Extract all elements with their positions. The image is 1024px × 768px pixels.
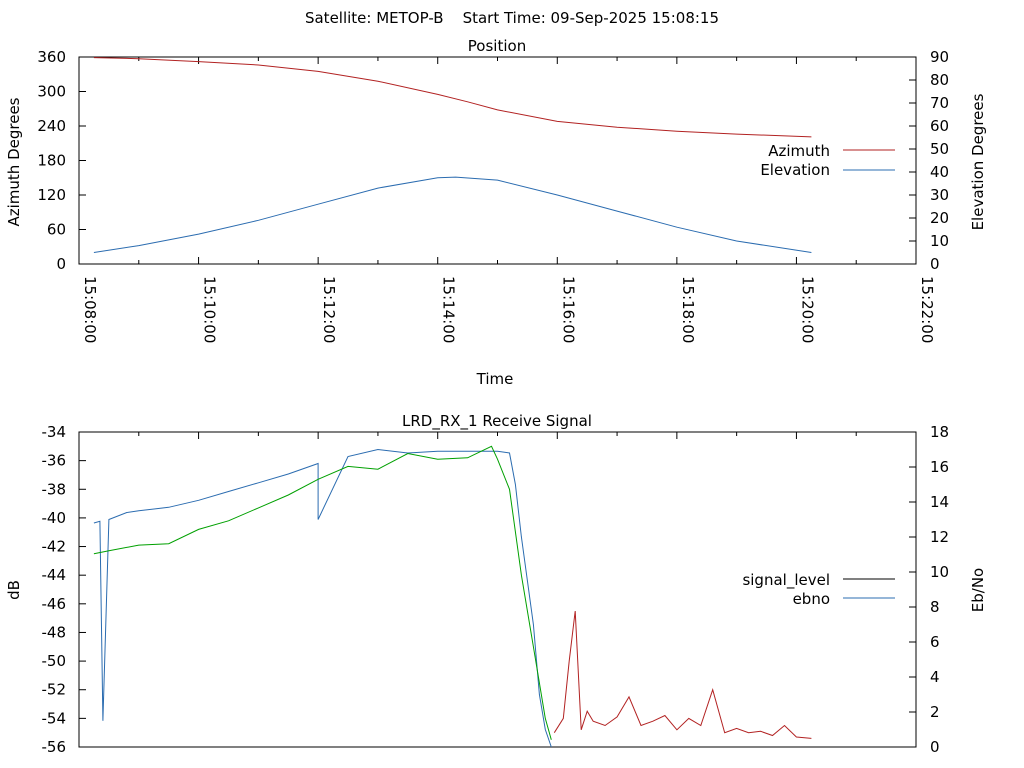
- position-y2-axis-label: Elevation Degrees: [969, 93, 987, 230]
- green-series-line: [93, 445, 552, 740]
- position-y-tick-label: 120: [37, 186, 66, 204]
- position-x-tick-label: 15:22:00: [918, 276, 936, 343]
- signal-y-tick-label: -54: [42, 709, 67, 727]
- position-y2-tick-label: 50: [930, 140, 949, 158]
- signal-y-axis-label: dB: [5, 580, 23, 600]
- position-x-axis-label: Time: [476, 370, 514, 388]
- position-y-tick-label: 360: [37, 48, 66, 66]
- legend-label-elevation: Elevation: [760, 161, 830, 179]
- position-y-tick-label: 300: [37, 83, 66, 101]
- satellite-header-title: Satellite: METOP-B Start Time: 09-Sep-20…: [305, 9, 719, 27]
- position-y-tick-label: 0: [56, 255, 66, 273]
- position-y2-tick-label: 60: [930, 117, 949, 135]
- signal-plot-frame: [78, 431, 917, 748]
- signal-y-tick-label: -44: [42, 566, 67, 584]
- receive-signal-chart: LRD_RX_1 Receive Signal dB Eb/No -56-54-…: [5, 412, 987, 756]
- position-y2-tick-label: 70: [930, 94, 949, 112]
- position-y2-tick-label: 30: [930, 186, 949, 204]
- position-y2-tick-label: 20: [930, 209, 949, 227]
- position-series: [93, 57, 812, 253]
- position-x-tick-label: 15:18:00: [679, 276, 697, 343]
- signal-y2-axis-label: Eb/No: [969, 568, 987, 612]
- position-y2-tick-label: 0: [930, 255, 940, 273]
- position-y2-tick-label: 10: [930, 232, 949, 250]
- position-y2-tick-label: 80: [930, 71, 949, 89]
- signal-y-tick-label: -56: [42, 738, 67, 756]
- signal-y2-tick-label: 16: [930, 458, 949, 476]
- position-y-tick-label: 240: [37, 117, 66, 135]
- azimuth-series-line: [93, 57, 812, 138]
- signal-y-tick-label: -36: [42, 452, 67, 470]
- position-y2-tick-label: 40: [930, 163, 949, 181]
- signal-y-tick-label: -40: [42, 509, 67, 527]
- signal-y-tick-label: -48: [42, 623, 67, 641]
- signal-chart-title: LRD_RX_1 Receive Signal: [402, 412, 592, 431]
- position-x-tick-label: 15:12:00: [320, 276, 338, 343]
- legend-label-signal-level: signal_level: [742, 571, 830, 590]
- position-x-tick-label: 15:16:00: [559, 276, 577, 343]
- signal-y-tick-label: -46: [42, 595, 67, 613]
- signal-y2-tick-label: 18: [930, 423, 949, 441]
- position-x-tick-label: 15:08:00: [81, 276, 99, 343]
- ebno-series-line: [93, 448, 552, 748]
- signal-y-tick-label: -50: [42, 652, 67, 670]
- signal-y2-tick-label: 14: [930, 493, 949, 511]
- signal-axis-ticks: -56 -54 -52 -50 -48 -46 -44 -42 -40 -38 -36 -34 0 2 4 6…: [42, 423, 950, 756]
- position-x-tick-label: 15:14:00: [440, 276, 458, 343]
- position-x-tick-label: 15:10:00: [201, 276, 219, 343]
- position-legend: Azimuth Elevation: [760, 142, 895, 179]
- legend-label-ebno: ebno: [793, 590, 830, 608]
- signal-y2-tick-label: 8: [930, 598, 940, 616]
- position-y-axis-label: Azimuth Degrees: [5, 97, 23, 226]
- signal-series: [93, 445, 812, 748]
- position-axis-ticks: 0 60 120 180 240 300 360 0 10 20 30 40 50 60 70 80 90 15:…: [37, 48, 949, 343]
- legend-label-azimuth: Azimuth: [768, 142, 830, 160]
- signal-legend: signal_level ebno: [742, 571, 895, 608]
- position-y-tick-label: 180: [37, 152, 66, 170]
- signal-y2-tick-label: 2: [930, 703, 940, 721]
- signal-y2-tick-label: 6: [930, 633, 940, 651]
- signal-y2-tick-label: 10: [930, 563, 949, 581]
- position-y-tick-label: 60: [47, 221, 66, 239]
- signal-y-tick-label: -52: [42, 681, 67, 699]
- signal-y2-tick-label: 4: [930, 668, 940, 686]
- elevation-series-line: [93, 176, 812, 253]
- position-x-tick-label: 15:20:00: [798, 276, 816, 343]
- position-y2-tick-label: 90: [930, 48, 949, 66]
- signal-y-tick-label: -42: [42, 538, 67, 556]
- position-chart: Position Azimuth Degrees Elevation Degre…: [5, 37, 987, 388]
- signal-y2-tick-label: 0: [930, 738, 940, 756]
- signal-y2-tick-label: 12: [930, 528, 949, 546]
- signal-y-tick-label: -38: [42, 480, 67, 498]
- signal-y-tick-label: -34: [42, 423, 67, 441]
- position-chart-title: Position: [468, 37, 526, 55]
- signal-level-series-line: [553, 610, 812, 739]
